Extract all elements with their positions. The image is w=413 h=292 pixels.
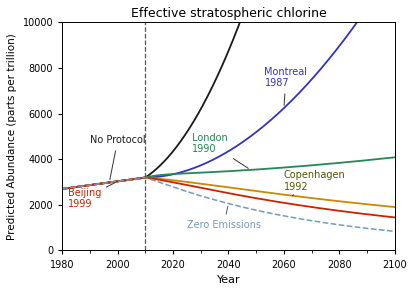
X-axis label: Year: Year [216, 275, 240, 285]
Text: Beijing
1999: Beijing 1999 [68, 182, 115, 209]
Text: Copenhagen
1992: Copenhagen 1992 [283, 171, 345, 196]
Text: Zero Emissions: Zero Emissions [186, 206, 260, 230]
Y-axis label: Predicted Abundance (parts per trillion): Predicted Abundance (parts per trillion) [7, 33, 17, 240]
Text: Montreal
1987: Montreal 1987 [264, 67, 307, 105]
Text: No Protocol: No Protocol [90, 135, 145, 180]
Title: Effective stratospheric chlorine: Effective stratospheric chlorine [130, 7, 325, 20]
Text: London
1990: London 1990 [192, 133, 248, 168]
